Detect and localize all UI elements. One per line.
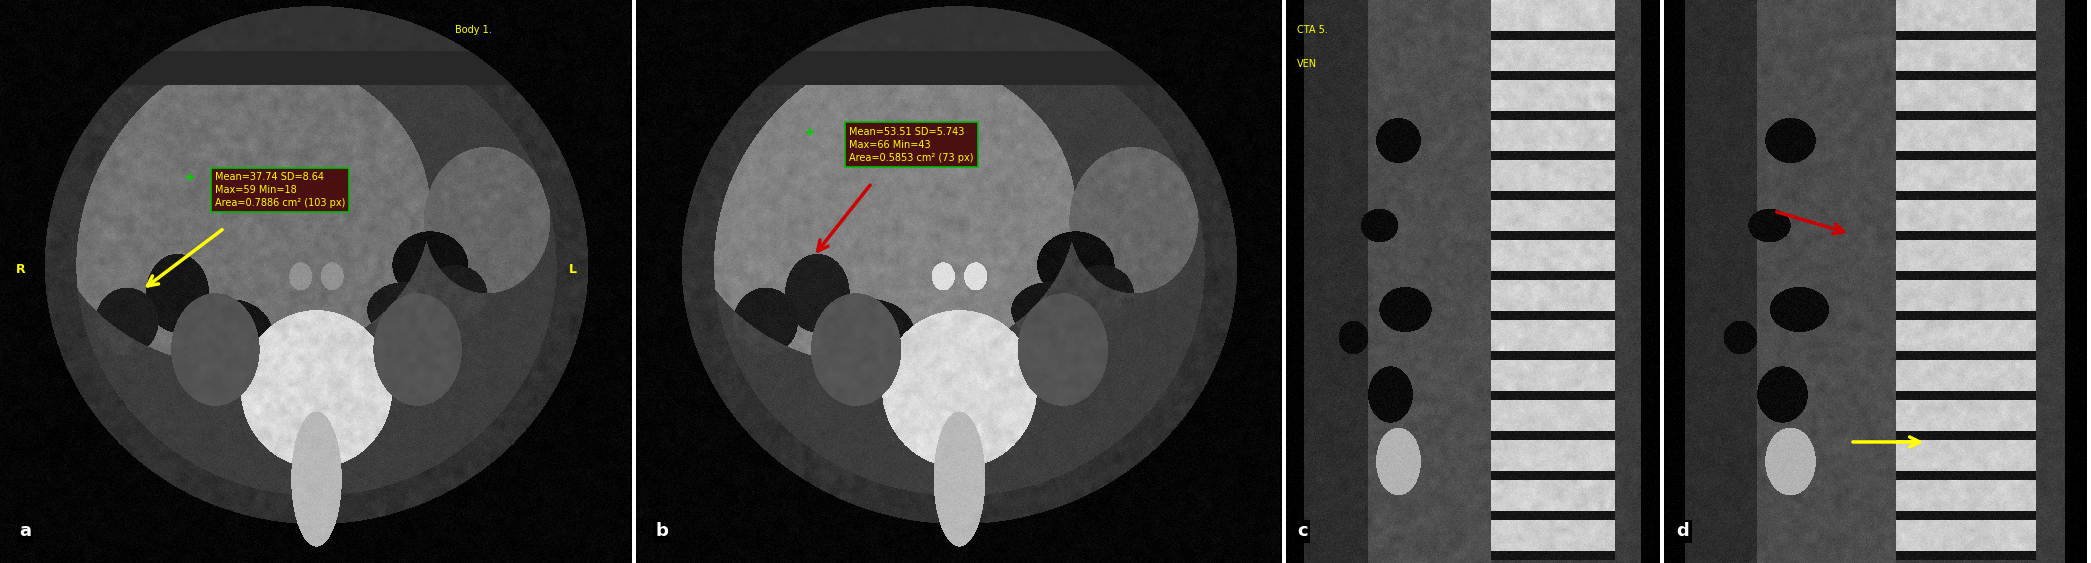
Text: b: b <box>654 522 669 540</box>
Text: Mean=53.51 SD=5.743
Max=66 Min=43
Area=0.5853 cm² (73 px): Mean=53.51 SD=5.743 Max=66 Min=43 Area=0… <box>849 127 974 163</box>
Text: CTA 5.: CTA 5. <box>1296 25 1328 35</box>
Text: R: R <box>17 263 25 276</box>
Text: d: d <box>1677 522 1690 540</box>
Text: c: c <box>1296 522 1307 540</box>
Text: L: L <box>569 263 577 276</box>
Text: Body 1.: Body 1. <box>456 25 491 35</box>
Text: Mean=37.74 SD=8.64
Max=59 Min=18
Area=0.7886 cm² (103 px): Mean=37.74 SD=8.64 Max=59 Min=18 Area=0.… <box>215 172 345 208</box>
Text: VEN: VEN <box>1296 59 1317 69</box>
Text: a: a <box>19 522 31 540</box>
